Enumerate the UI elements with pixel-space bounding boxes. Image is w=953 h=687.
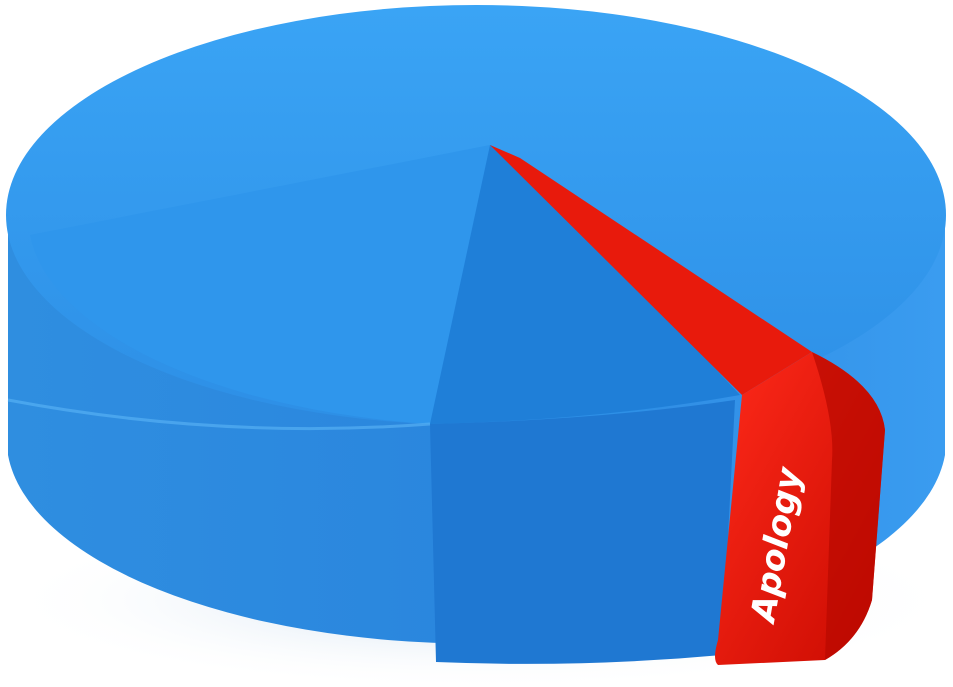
edge-highlight (7, 398, 431, 431)
red-wedge-top (490, 145, 812, 395)
slice-top-left (30, 145, 490, 424)
slice-top-dark (430, 145, 740, 424)
slice-side-dark (430, 400, 735, 664)
red-wedge-edge (812, 352, 885, 660)
